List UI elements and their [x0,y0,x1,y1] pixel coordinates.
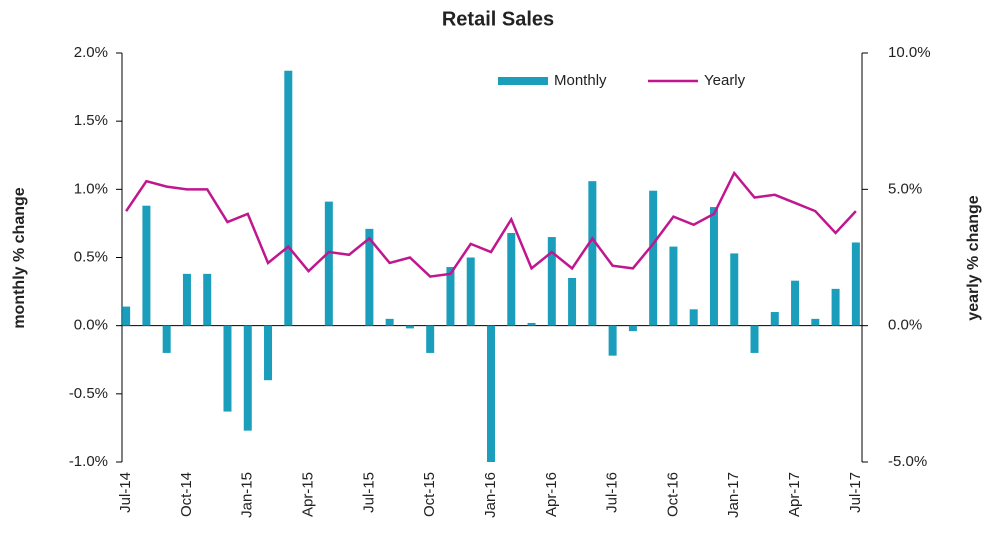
bar [628,325,637,332]
bar [264,325,273,381]
x-tick-label: Apr-17 [786,472,803,517]
bar [811,318,820,326]
bar [851,242,860,326]
bar [669,246,678,326]
legend-swatch [498,77,548,85]
y-tick-label: 1.0% [74,180,108,197]
bar [405,325,414,329]
legend-label: Yearly [704,72,746,89]
bar [791,280,800,326]
line [125,170,857,278]
bar [831,288,840,326]
bar [446,267,455,326]
x-tick-label: Apr-16 [543,472,560,517]
bar [649,190,658,326]
bar [466,257,475,326]
bar [689,309,698,326]
bar [162,325,171,353]
x-tick-label: Jan-16 [482,472,499,518]
x-tick-label: Jul-16 [604,472,621,513]
bar [182,273,191,326]
x-tick-label: Oct-16 [664,472,681,517]
legend-label: Monthly [554,72,607,89]
y-tick-label: 2.0% [74,44,108,61]
y-tick-label: 0.0% [74,317,108,334]
y-tick-label: 1.5% [74,112,108,129]
bar [588,181,597,326]
y2-tick-label: 10.0% [888,44,931,61]
x-tick-label: Jul-15 [360,472,377,513]
bar [426,325,435,353]
bar [547,237,556,326]
bar [568,277,577,326]
x-tick-label: Jan-15 [239,472,256,518]
bar [243,325,252,431]
bar [203,273,212,326]
bar [385,318,394,326]
y2-tick-label: 0.0% [888,317,922,334]
y-tick-label: 0.5% [74,248,108,265]
x-tick-label: Oct-15 [421,472,438,517]
x-tick-label: Jul-14 [117,472,134,513]
y-tick-label: -0.5% [69,385,108,402]
bar [730,253,739,326]
y2-tick-label: -5.0% [888,453,927,470]
y2-tick-label: 5.0% [888,180,922,197]
bar [709,207,718,326]
bar [608,325,617,356]
bar [365,228,374,326]
chart-title: Retail Sales [442,8,554,30]
bar [770,312,779,326]
bar [527,322,536,326]
x-tick-label: Apr-15 [300,472,317,517]
bar [122,306,131,326]
x-tick-label: Jul-17 [847,472,864,513]
bar [324,201,333,326]
y2-axis-label: yearly % change [965,195,982,321]
x-tick-label: Oct-14 [178,472,195,517]
y-tick-label: -1.0% [69,453,108,470]
bar [223,325,232,412]
bar [750,325,759,353]
y-axis-label: monthly % change [11,187,28,328]
x-tick-label: Jan-17 [725,472,742,518]
bar [142,205,151,326]
bar [284,70,293,326]
bar [487,325,495,462]
bar [507,232,516,326]
